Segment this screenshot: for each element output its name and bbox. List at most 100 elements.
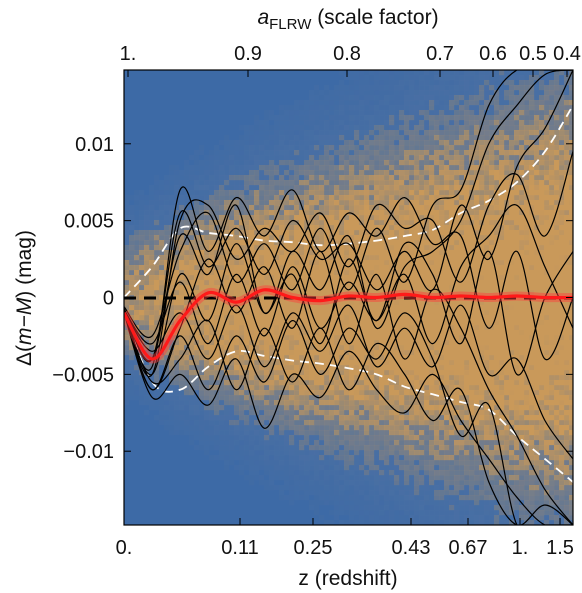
density-cell: [299, 140, 305, 146]
density-cell: [179, 365, 185, 371]
density-cell: [299, 300, 305, 306]
density-cell: [339, 450, 345, 456]
density-cell: [344, 420, 350, 426]
density-cell: [379, 255, 385, 261]
density-cell: [244, 455, 250, 461]
density-cell: [254, 260, 260, 266]
density-cell: [314, 405, 320, 411]
density-cell: [434, 110, 440, 116]
density-cell: [214, 260, 220, 266]
density-cell: [269, 260, 275, 266]
density-cell: [129, 230, 135, 236]
density-cell: [154, 305, 160, 311]
density-cell: [219, 285, 225, 291]
density-cell: [354, 300, 360, 306]
density-cell: [389, 395, 395, 401]
density-cell: [179, 235, 185, 241]
density-cell: [314, 400, 320, 406]
density-cell: [314, 105, 320, 111]
density-cell: [364, 310, 370, 316]
density-cell: [244, 145, 250, 151]
density-cell: [209, 235, 215, 241]
density-cell: [354, 440, 360, 446]
density-cell: [394, 285, 400, 291]
density-cell: [304, 145, 310, 151]
density-cell: [344, 490, 350, 496]
density-cell: [344, 250, 350, 256]
density-cell: [354, 70, 360, 76]
density-cell: [189, 180, 195, 186]
density-cell: [344, 520, 350, 525]
density-cell: [419, 135, 425, 141]
density-cell: [409, 520, 415, 525]
density-cell: [219, 440, 225, 446]
density-cell: [349, 255, 355, 261]
density-cell: [224, 235, 230, 241]
density-cell: [224, 285, 230, 291]
density-cell: [369, 480, 375, 486]
density-cell: [419, 420, 425, 426]
density-cell: [449, 525, 454, 530]
density-cell: [454, 435, 460, 441]
density-cell: [444, 105, 450, 111]
density-cell: [169, 280, 175, 286]
density-cell: [289, 175, 295, 181]
density-cell: [184, 255, 190, 261]
density-cell: [129, 365, 135, 371]
density-cell: [249, 460, 255, 466]
density-cell: [229, 160, 235, 166]
density-cell: [284, 210, 290, 216]
density-cell: [399, 95, 405, 101]
density-cell: [134, 225, 140, 231]
density-cell: [429, 515, 435, 521]
density-cell: [144, 225, 150, 231]
density-cell: [394, 75, 400, 81]
density-cell: [449, 210, 455, 216]
density-cell: [379, 265, 385, 271]
density-cell: [394, 525, 399, 530]
density-cell: [134, 220, 140, 226]
density-cell: [184, 305, 190, 311]
density-cell: [424, 160, 430, 166]
density-cell: [139, 250, 145, 256]
density-cell: [154, 380, 160, 386]
density-cell: [154, 210, 160, 216]
density-cell: [359, 300, 365, 306]
density-cell: [179, 230, 185, 236]
density-cell: [144, 255, 150, 261]
density-cell: [264, 200, 270, 206]
density-cell: [124, 265, 130, 271]
density-cell: [209, 275, 215, 281]
density-cell: [299, 145, 305, 151]
density-cell: [279, 405, 285, 411]
density-cell: [234, 390, 240, 396]
density-cell: [404, 490, 410, 496]
density-cell: [419, 425, 425, 431]
density-cell: [419, 450, 425, 456]
density-cell: [244, 245, 250, 251]
density-cell: [434, 500, 440, 506]
density-cell: [314, 165, 320, 171]
density-cell: [439, 85, 445, 91]
density-cell: [199, 405, 205, 411]
density-cell: [414, 500, 420, 506]
density-cell: [314, 380, 320, 386]
density-cell: [149, 240, 155, 246]
density-cell: [344, 180, 350, 186]
density-cell: [434, 240, 440, 246]
density-cell: [324, 205, 330, 211]
density-cell: [374, 300, 380, 306]
density-cell: [254, 470, 260, 476]
density-cell: [289, 335, 295, 341]
density-cell: [189, 415, 195, 421]
density-cell: [134, 245, 140, 251]
density-cell: [369, 415, 375, 421]
density-cell: [149, 390, 155, 396]
density-cell: [179, 335, 185, 341]
density-cell: [399, 190, 405, 196]
density-cell: [164, 260, 170, 266]
density-cell: [379, 390, 385, 396]
density-cell: [259, 240, 265, 246]
density-cell: [379, 515, 385, 521]
density-cell: [304, 195, 310, 201]
